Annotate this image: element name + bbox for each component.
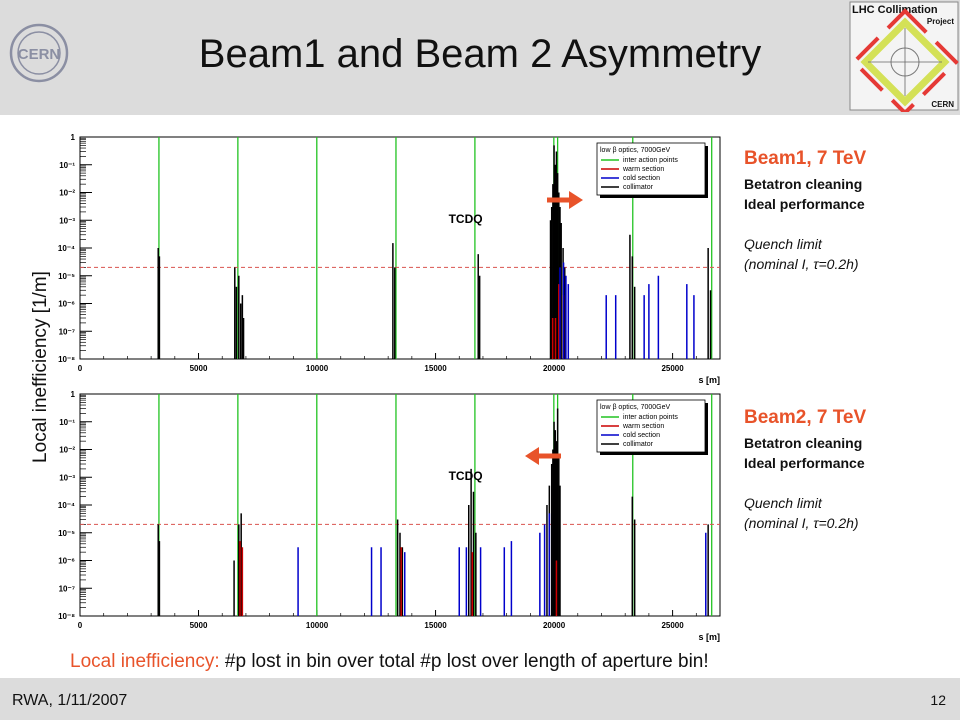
x-axis-label: s [m] (698, 632, 720, 642)
beam2-arrow (525, 447, 561, 465)
page-number: 12 (930, 692, 946, 708)
beam2-quench-limit: Quench limit (744, 495, 822, 511)
x-tick-label: 15000 (424, 364, 447, 373)
legend-entry: inter action points (623, 157, 678, 164)
cern-logo: CERN (9, 23, 69, 83)
y-tick-label: 1 (71, 390, 76, 399)
x-axis-label: s [m] (698, 375, 720, 385)
x-tick-label: 0 (78, 621, 83, 630)
y-tick-label: 10⁻³ (59, 473, 75, 482)
x-tick-label: 20000 (543, 621, 566, 630)
x-tick-label: 25000 (661, 621, 684, 630)
x-tick-label: 25000 (661, 364, 684, 373)
footnote-highlight: Local inefficiency: (70, 651, 220, 672)
y-tick-label: 10⁻⁷ (59, 584, 75, 593)
tcdq-label: TCDQ (449, 212, 483, 226)
y-tick-label: 10⁻⁸ (58, 612, 75, 621)
legend-title: low β optics, 7000GeV (600, 147, 671, 154)
cern-logo-text: CERN (18, 46, 61, 63)
legend-entry: collimator (623, 441, 654, 448)
beam2-performance: Ideal performance (744, 455, 865, 471)
y-tick-label: 10⁻⁷ (59, 327, 75, 336)
x-tick-label: 5000 (190, 621, 208, 630)
legend-entry: warm section (622, 166, 664, 173)
legend-entry: cold section (623, 175, 660, 182)
lhc-logo-line1: LHC Collimation (852, 4, 938, 16)
y-tick-label: 10⁻⁵ (58, 529, 75, 538)
footnote: Local inefficiency: #p lost in bin over … (70, 651, 709, 673)
beam1-annotation: Beam1, 7 TeV Betatron cleaning Ideal per… (744, 148, 866, 274)
y-tick-label: 10⁻⁶ (58, 557, 75, 566)
beam1-arrow (547, 191, 583, 209)
x-tick-label: 15000 (424, 621, 447, 630)
beam1-quench-limit: Quench limit (744, 236, 822, 252)
beam2-quench-nominal: (nominal I, τ=0.2h) (744, 515, 859, 531)
x-tick-label: 10000 (306, 364, 329, 373)
x-tick-label: 5000 (190, 364, 208, 373)
x-tick-label: 10000 (306, 621, 329, 630)
beam1-performance: Ideal performance (744, 196, 865, 212)
tcdq-label: TCDQ (449, 469, 483, 483)
beam1-loss-chart: 1 10⁻¹ 10⁻² 10⁻³ 10⁻⁴ 10⁻⁵ 10⁻⁶ 10⁻⁷ 10⁻⁸0 5000 10… (58, 133, 721, 385)
y-tick-label: 10⁻⁴ (58, 501, 75, 510)
slide-footer: RWA, 1/11/2007 12 (0, 678, 960, 720)
y-tick-label: 10⁻⁶ (58, 300, 75, 309)
footnote-text: #p lost in bin over total #p lost over l… (219, 651, 709, 672)
beam2-cleaning: Betatron cleaning (744, 435, 863, 451)
beam1-quench-nominal: (nominal I, τ=0.2h) (744, 256, 859, 272)
beam2-loss-chart: 1 10⁻¹ 10⁻² 10⁻³ 10⁻⁴ 10⁻⁵ 10⁻⁶ 10⁻⁷ 10⁻⁸0 5000 10… (58, 390, 721, 642)
lhc-logo-line2: Project (927, 17, 954, 26)
y-tick-label: 1 (71, 133, 76, 142)
beam2-title: Beam2, 7 TeV (744, 407, 867, 428)
legend-title: low β optics, 7000GeV (600, 404, 671, 411)
beam2-annotation: Beam2, 7 TeV Betatron cleaning Ideal per… (744, 407, 866, 533)
y-tick-label: 10⁻² (59, 446, 75, 455)
y-tick-label: 10⁻⁸ (58, 355, 75, 364)
legend-entry: warm section (622, 423, 664, 430)
slide-title: Beam1 and Beam 2 Asymmetry (198, 32, 762, 76)
x-tick-label: 0 (78, 364, 83, 373)
lhc-collimation-logo: LHC Collimation Project CERN (849, 1, 959, 112)
x-tick-label: 20000 (543, 364, 566, 373)
y-tick-label: 10⁻³ (59, 216, 75, 225)
y-tick-label: 10⁻¹ (59, 418, 75, 427)
beam1-title: Beam1, 7 TeV (744, 148, 867, 169)
y-tick-label: 10⁻¹ (59, 161, 75, 170)
legend-entry: cold section (623, 432, 660, 439)
beam1-cleaning: Betatron cleaning (744, 176, 863, 192)
legend-entry: inter action points (623, 414, 678, 421)
y-tick-label: 10⁻⁵ (58, 272, 75, 281)
y-tick-label: 10⁻⁴ (58, 244, 75, 253)
footer-author-date: RWA, 1/11/2007 (12, 692, 128, 709)
legend-entry: collimator (623, 184, 654, 191)
lhc-logo-line3: CERN (931, 100, 954, 109)
slide-header: CERN Beam1 and Beam 2 Asymmetry LHC Coll… (0, 0, 960, 115)
y-tick-label: 10⁻² (59, 189, 75, 198)
